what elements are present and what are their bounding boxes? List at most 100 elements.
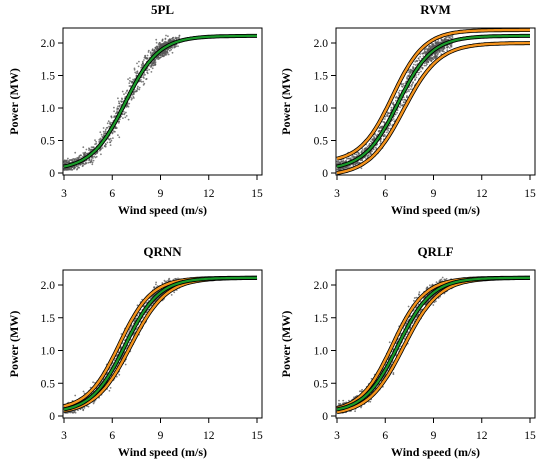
scatter-point — [82, 409, 85, 412]
scatter-point — [395, 99, 397, 102]
scatter-point — [150, 64, 153, 67]
y-tick-label: 1.5 — [314, 71, 329, 83]
scatter-point — [434, 53, 437, 56]
scatter-point — [417, 73, 420, 76]
scatter-point — [125, 115, 128, 117]
scatter-point — [142, 74, 145, 76]
plot-frame — [335, 27, 536, 176]
scatter-point — [112, 137, 114, 140]
scatter-point — [414, 64, 417, 66]
scatter-point — [392, 372, 395, 374]
scatter-point — [90, 158, 93, 161]
scatter-point — [142, 80, 145, 83]
scatter-point — [146, 57, 149, 60]
scatter-point — [138, 88, 141, 91]
scatter-point — [92, 146, 95, 149]
scatter-point — [90, 146, 93, 149]
scatter-point — [91, 163, 94, 166]
scatter-point — [392, 373, 395, 376]
scatter-point — [390, 106, 393, 109]
scatter-point — [433, 57, 436, 60]
scatter-point — [102, 134, 105, 137]
scatter-point — [374, 146, 377, 149]
scatter-point — [436, 53, 439, 56]
scatter-point — [440, 41, 443, 44]
scatter-point — [100, 133, 103, 136]
scatter-point — [440, 48, 443, 50]
scatter-point — [429, 284, 431, 287]
scatter-point — [99, 148, 102, 151]
scatter-point — [154, 50, 156, 52]
scatter-point — [117, 351, 120, 354]
scatter-point — [77, 409, 79, 412]
scatter-point — [90, 156, 93, 159]
scatter-point — [397, 91, 400, 94]
scatter-point — [100, 153, 102, 156]
scatter-point — [369, 151, 372, 154]
scatter-point — [390, 108, 393, 111]
scatter-point — [141, 62, 144, 65]
scatter-point — [417, 57, 420, 60]
scatter-point — [120, 100, 122, 103]
scatter-point — [345, 158, 348, 160]
scatter-point — [113, 130, 115, 133]
scatter-point — [373, 137, 376, 139]
scatter-point — [87, 161, 90, 164]
scatter-point — [78, 166, 80, 169]
x-tick-label: 12 — [476, 430, 488, 442]
scatter-point — [72, 158, 75, 160]
scatter-point — [355, 153, 358, 156]
fit-line — [63, 276, 258, 411]
scatter-point — [369, 153, 372, 156]
x-tick-label: 6 — [109, 188, 115, 200]
scatter-point — [157, 58, 160, 60]
y-tick-label: 2.0 — [41, 38, 56, 50]
scatter-point — [361, 159, 363, 162]
scatter-point — [87, 405, 90, 408]
scatter-point — [159, 54, 162, 57]
scatter-point — [137, 65, 140, 68]
scatter-point — [146, 54, 149, 57]
scatter-point — [85, 162, 88, 165]
scatter-point — [419, 55, 421, 58]
scatter-points — [63, 34, 181, 171]
scatter-point — [168, 277, 171, 280]
y-tick-label: 0.5 — [41, 378, 56, 390]
scatter-point — [158, 45, 161, 48]
scatter-point — [406, 96, 409, 98]
scatter-point — [150, 66, 152, 68]
scatter-point — [96, 151, 99, 154]
scatter-point — [398, 89, 401, 92]
y-tick-label: 0 — [322, 168, 328, 180]
y-tick-label: 2.0 — [314, 38, 329, 50]
scatter-point — [353, 396, 355, 399]
scatter-point — [151, 67, 154, 70]
scatter-point — [124, 116, 127, 119]
scatter-point — [88, 159, 90, 162]
y-tick-label: 1.0 — [41, 103, 56, 115]
scatter-point — [412, 66, 414, 68]
scatter-point — [122, 110, 125, 113]
scatter-point — [82, 164, 84, 167]
scatter-point — [142, 84, 145, 86]
scatter-point — [154, 58, 157, 61]
scatter-point — [93, 155, 96, 158]
scatter-point — [411, 82, 414, 84]
scatter-point — [354, 410, 356, 413]
scatter-point — [444, 37, 447, 39]
scatter-point — [366, 145, 369, 148]
scatter-point — [367, 154, 369, 157]
scatter-point — [371, 138, 374, 141]
scatter-point — [125, 106, 128, 108]
scatter-point — [84, 151, 87, 154]
scatter-point — [117, 122, 120, 124]
scatter-point — [411, 84, 413, 86]
scatter-point — [76, 167, 79, 170]
scatter-point — [109, 387, 112, 389]
scatter-point — [99, 137, 102, 140]
scatter-point — [165, 51, 168, 53]
scatter-point — [425, 64, 427, 67]
scatter-point — [387, 127, 390, 130]
scatter-point — [94, 143, 96, 146]
scatter-point — [130, 81, 133, 84]
